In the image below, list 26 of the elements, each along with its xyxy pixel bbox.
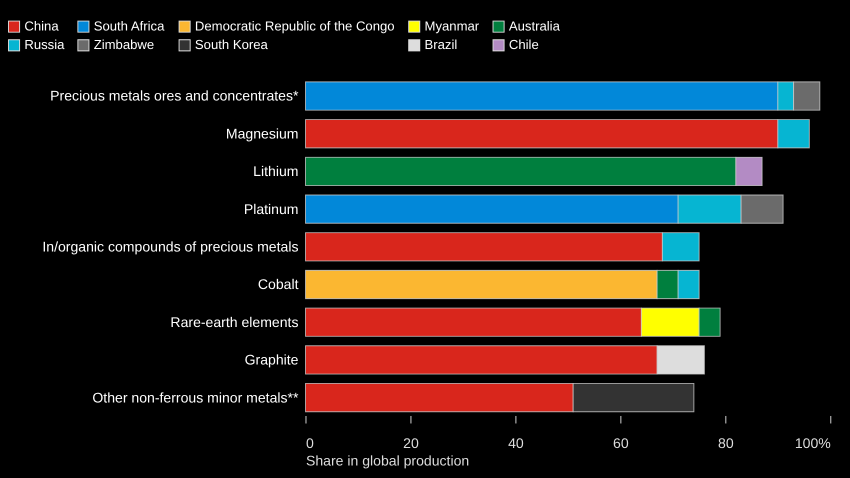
legend-label: Democratic Republic of the Congo: [194, 18, 395, 34]
legend-label: South Africa: [94, 18, 166, 34]
legend-label: Chile: [508, 37, 539, 52]
x-axis-title: Share in global production: [306, 452, 470, 469]
x-tick-label: 20: [403, 434, 419, 451]
y-tick-label: Magnesium: [226, 125, 298, 142]
legend-label: Myanmar: [424, 18, 480, 34]
x-tick-label: 60: [613, 434, 629, 451]
y-tick-label: Cobalt: [258, 276, 299, 292]
y-tick-label: Precious metals ores and concentrates*: [50, 88, 300, 104]
y-tick-label: Platinum: [244, 200, 298, 217]
y-tick-label: Rare-earth elements: [170, 314, 298, 330]
x-tick-label: 80: [718, 434, 734, 451]
x-tick-label: 0: [306, 434, 314, 451]
y-tick-label: In/organic compounds of precious metals: [42, 238, 298, 254]
legend-label: Brazil: [424, 37, 458, 52]
legend-label: China: [24, 18, 60, 34]
x-tick-label: 100%: [794, 434, 831, 451]
legend-label: South Korea: [194, 37, 269, 52]
legend-label: Russia: [24, 37, 66, 52]
legend-label: Zimbabwe: [94, 37, 154, 52]
y-tick-label: Graphite: [244, 352, 299, 368]
y-tick-label: Other non-ferrous minor metals**: [92, 389, 300, 406]
x-tick-label: 40: [508, 434, 524, 451]
legend-label: Australia: [508, 18, 561, 34]
y-tick-label: Lithium: [253, 163, 298, 180]
